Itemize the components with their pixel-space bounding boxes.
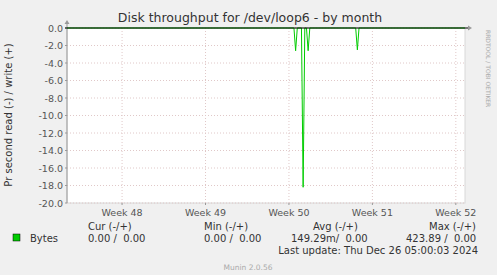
grid [65, 28, 465, 205]
y-grid-line [67, 150, 465, 151]
x-tick-label: Week 49 [185, 207, 226, 218]
y-grid-line [67, 98, 465, 99]
series-line [67, 28, 465, 187]
credit: Munin 2.0.56 [223, 263, 272, 272]
y-grid-line [67, 185, 465, 186]
y-tick-label: -16.0 [38, 163, 63, 174]
x-tick [372, 203, 373, 205]
y-grid-line [67, 115, 465, 116]
x-tick-label: Week 51 [352, 207, 393, 218]
y-axis-label: Pr second read (-) / write (+) [3, 43, 14, 186]
watermark: RRDTOOL / TOBI OETIKER [485, 30, 492, 107]
x-axis-arrow [468, 26, 472, 31]
x-tick [122, 203, 123, 205]
x-tick [288, 203, 289, 205]
x-grid-line [455, 28, 456, 203]
y-tick-label: -12.0 [38, 128, 63, 139]
zero-axis [65, 28, 468, 29]
y-tick-label: -6.0 [44, 75, 63, 86]
x-tick-label: Week 48 [101, 207, 142, 218]
stats-header: Cur (-/+) [88, 221, 132, 232]
legend-label: Bytes [30, 233, 58, 244]
stats-header: Min (-/+) [204, 221, 248, 232]
legend-swatch [13, 234, 20, 241]
y-tick-label: 0.0 [48, 23, 63, 34]
x-tick [455, 203, 456, 205]
background [0, 0, 497, 275]
stats-value: 0.00 / 0.00 [204, 233, 261, 244]
x-grid-line [288, 28, 289, 203]
y-tick-label: -8.0 [44, 93, 63, 104]
plot-area [67, 28, 465, 203]
x-grid-line [122, 28, 123, 203]
title: Disk throughput for /dev/loop6 - by mont… [118, 10, 382, 25]
y-axis-arrow [65, 20, 70, 24]
data [67, 28, 465, 187]
y-grid-line [67, 45, 465, 46]
y-grid-line [67, 63, 465, 64]
y-tick-label: -14.0 [38, 145, 63, 156]
y-tick-label: -10.0 [38, 110, 63, 121]
y-grid-line [67, 203, 465, 204]
x-grid-line [205, 28, 206, 203]
x-tick-label: Week 50 [268, 207, 309, 218]
stats-header: Max (-/+) [429, 221, 476, 232]
y-grid-line [67, 133, 465, 134]
y-tick-label: -20.0 [38, 198, 63, 209]
x-tick-label: Week 52 [435, 207, 476, 218]
y-tick-label: -18.0 [38, 180, 63, 191]
footer: Last update: Thu Dec 26 05:00:03 2024 [278, 245, 478, 256]
y-tick-label: -4.0 [44, 58, 63, 69]
stats-value: 423.89 / 0.00 [406, 233, 476, 244]
y-grid-line [67, 80, 465, 81]
y-axis [67, 24, 68, 203]
x-grid-line [372, 28, 373, 203]
x-tick [205, 203, 206, 205]
chart: Disk throughput for /dev/loop6 - by mont… [0, 0, 497, 275]
y-tick-label: -2.0 [44, 40, 63, 51]
stats-value: 0.00 / 0.00 [88, 233, 145, 244]
stats-header: Avg (-/+) [313, 221, 358, 232]
stats-value: 149.29m/ 0.00 [291, 233, 368, 244]
y-grid-line [67, 168, 465, 169]
